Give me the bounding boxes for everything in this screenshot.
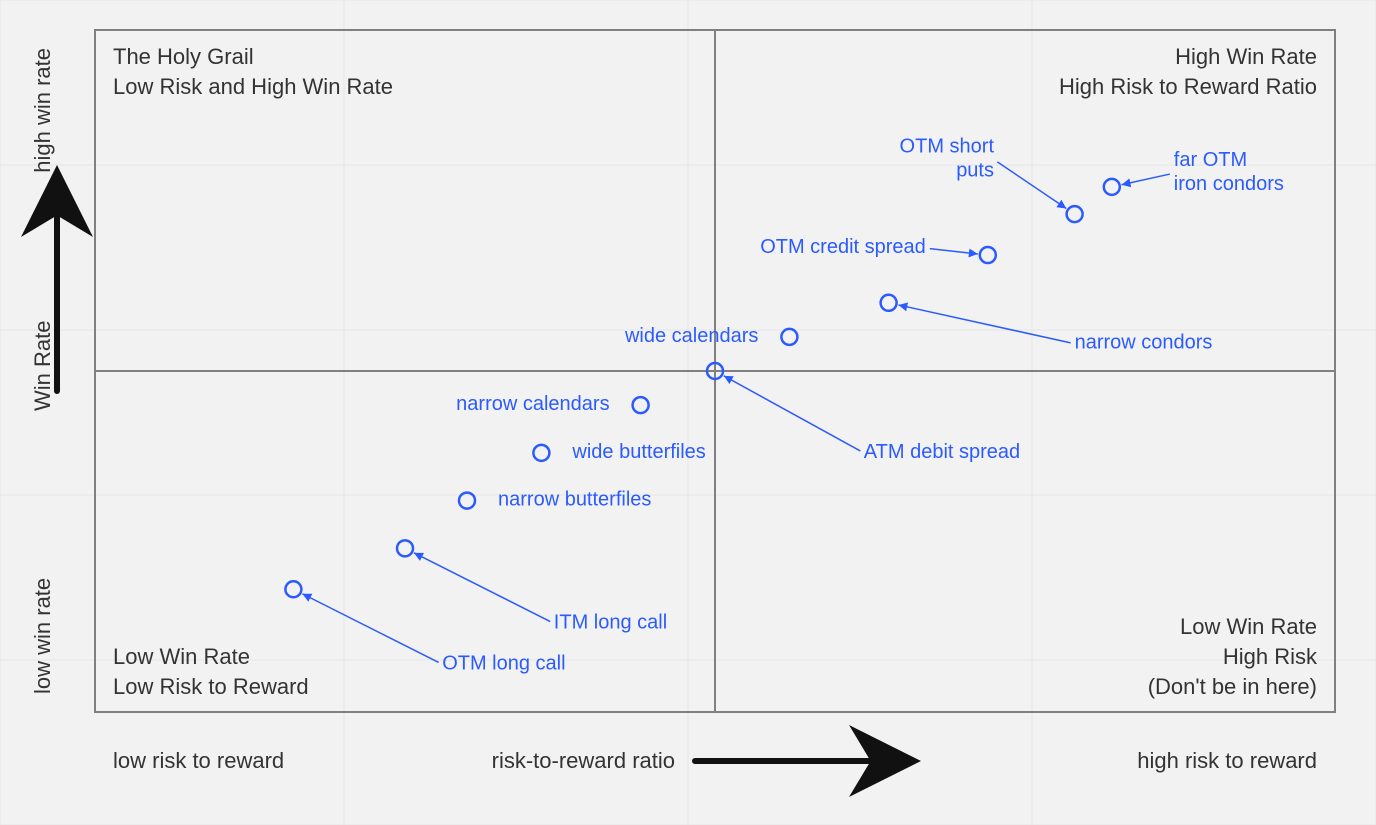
background-grid <box>0 0 1376 825</box>
data-label-otm_short_puts: OTM shortputs <box>900 136 995 182</box>
data-point-otm_short_puts <box>1067 206 1083 222</box>
leader-arrow <box>930 249 978 254</box>
data-label-narrow_condors: narrow condors <box>1075 332 1213 354</box>
data-label-wide_butterflies: wide butterfiles <box>571 441 705 463</box>
data-label-otm_credit_spread: OTM credit spread <box>760 237 926 259</box>
x-axis-low: low risk to reward <box>113 748 284 773</box>
svg-text:Low Win RateHigh Risk(Don't be: Low Win RateHigh Risk(Don't be in here) <box>1148 614 1318 699</box>
y-axis-high: high win rate <box>30 48 55 173</box>
data-label-narrow_butterflies: narrow butterfiles <box>498 489 651 511</box>
data-label-wide_calendars: wide calendars <box>624 325 758 347</box>
leader-arrow <box>724 376 861 451</box>
data-point-otm_credit_spread <box>980 247 996 263</box>
data-point-otm_long_call <box>285 581 301 597</box>
leader-arrow <box>414 553 550 622</box>
data-label-narrow_calendars: narrow calendars <box>456 393 609 415</box>
data-point-far_otm_condors <box>1104 179 1120 195</box>
leader-arrow <box>302 594 438 663</box>
svg-text:Low Win RateLow Risk to Reward: Low Win RateLow Risk to Reward <box>113 644 309 699</box>
data-label-far_otm_condors: far OTMiron condors <box>1174 150 1284 196</box>
y-axis-mid: Win Rate <box>30 321 55 411</box>
data-point-wide_butterflies <box>533 445 549 461</box>
leader-arrow <box>1122 174 1170 185</box>
quadrant-chart: The Holy GrailLow Risk and High Win Rate… <box>0 0 1376 825</box>
data-label-atm_debit_spread: ATM debit spread <box>864 441 1020 463</box>
data-label-otm_long_call: OTM long call <box>442 653 565 675</box>
y-axis-low: low win rate <box>30 578 55 694</box>
data-point-narrow_calendars <box>633 397 649 413</box>
leader-arrow <box>898 305 1070 343</box>
x-axis-mid: risk-to-reward ratio <box>492 748 675 773</box>
data-point-narrow_condors <box>881 295 897 311</box>
data-points: OTM long call ITM long call narrow butterf… <box>285 136 1283 675</box>
x-axis-high: high risk to reward <box>1137 748 1317 773</box>
plot-area <box>95 30 1335 712</box>
data-label-itm_long_call: ITM long call <box>554 612 667 634</box>
svg-text:High Win RateHigh Risk to Rewa: High Win RateHigh Risk to Reward Ratio <box>1059 44 1317 99</box>
data-point-itm_long_call <box>397 540 413 556</box>
data-point-wide_calendars <box>781 329 797 345</box>
svg-text:The Holy GrailLow Risk and Hig: The Holy GrailLow Risk and High Win Rate <box>113 44 393 99</box>
